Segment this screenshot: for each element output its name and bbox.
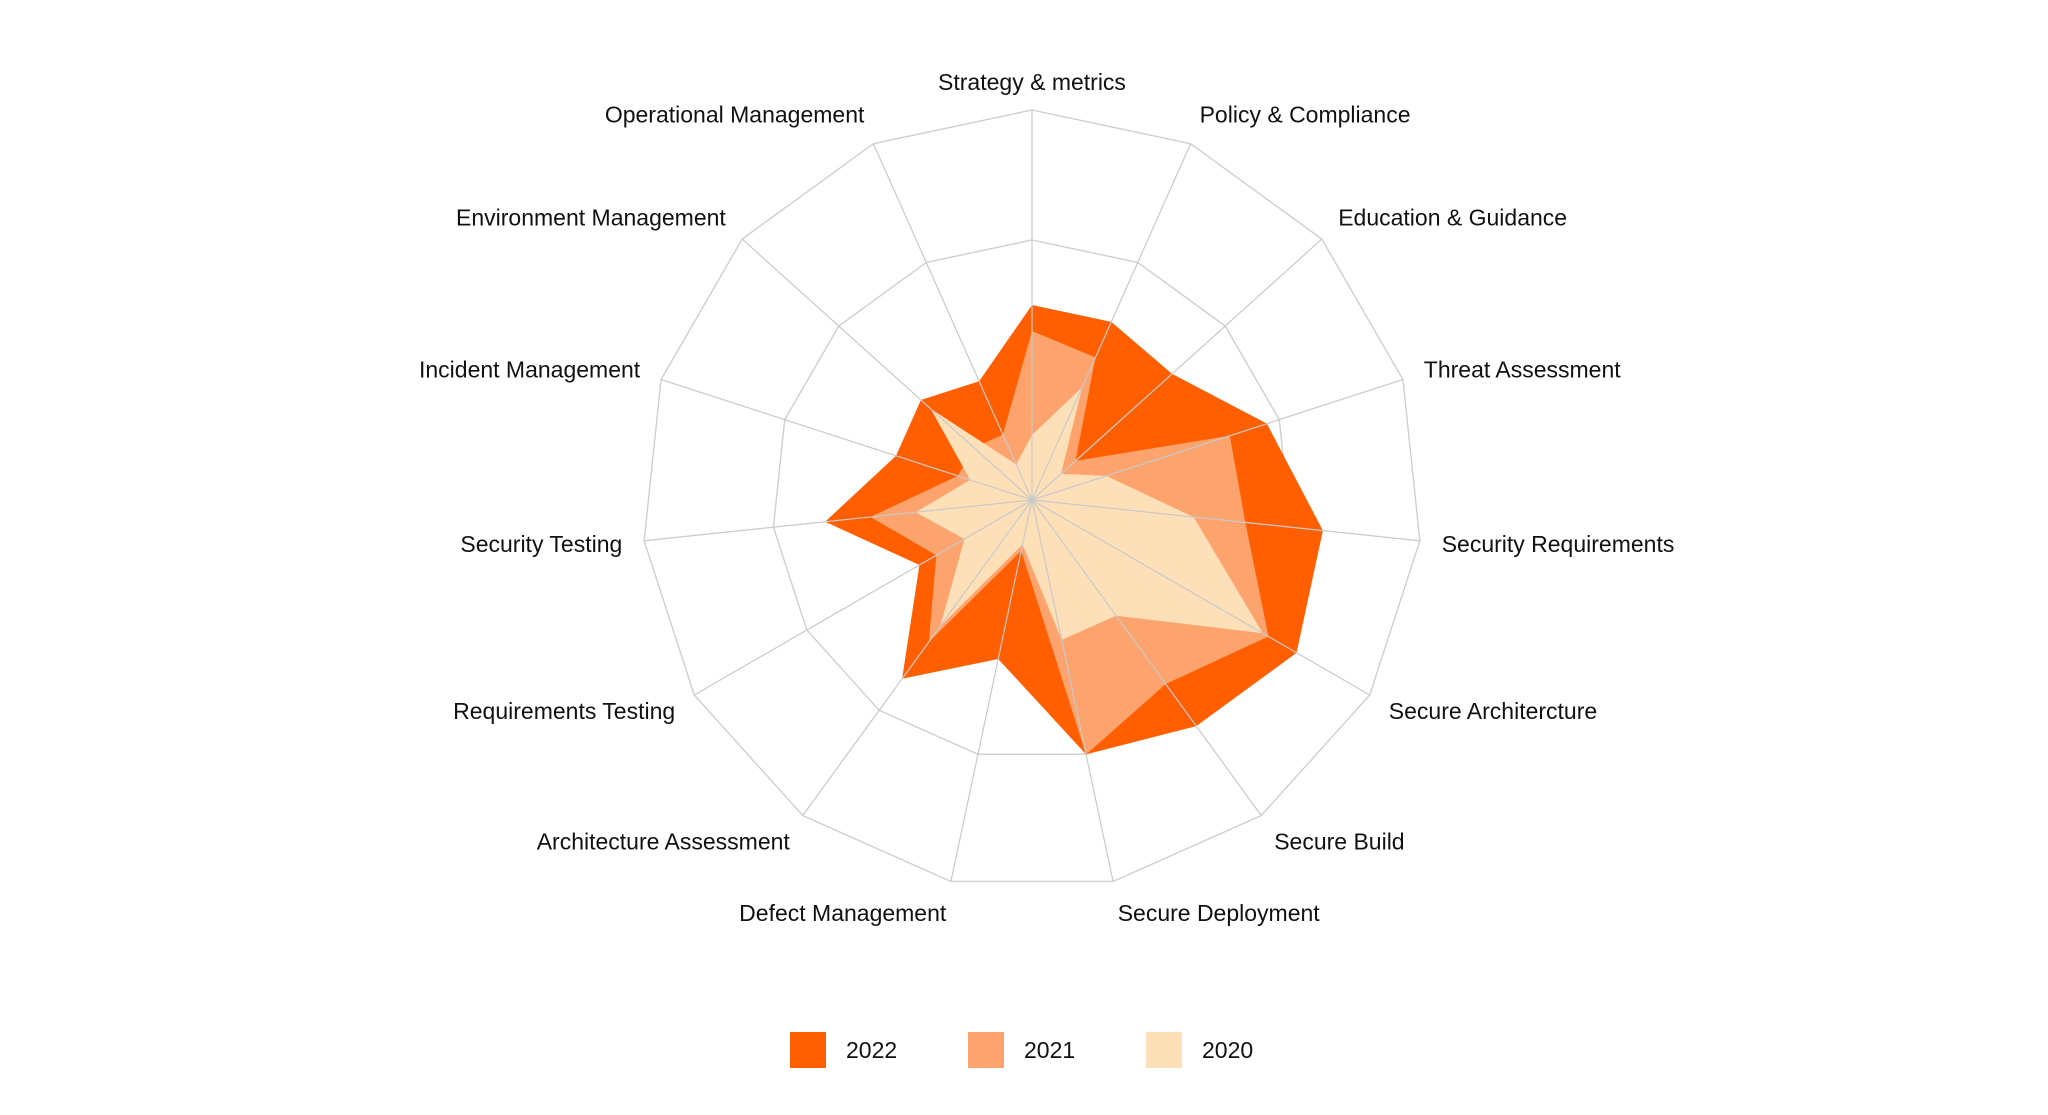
- legend-swatch-2021: [968, 1032, 1004, 1068]
- axis-label-secure-build: Secure Build: [1274, 828, 1404, 854]
- axis-label-secure-deployment: Secure Deployment: [1118, 900, 1321, 926]
- legend-swatch-2022: [790, 1032, 826, 1068]
- spoke-policy-and-compliance: [1031, 143, 1192, 501]
- axis-label-policy-and-compliance: Policy & Compliance: [1200, 102, 1411, 128]
- legend: 2022 2021 2020: [790, 1032, 1253, 1068]
- axis-label-operational-management: Operational Management: [605, 102, 865, 128]
- spoke-architecture-assessment: [802, 499, 1033, 816]
- spoke-operational-management: [872, 143, 1033, 501]
- spoke-incident-management: [660, 378, 1033, 501]
- axis-label-threat-assessment: Threat Assessment: [1424, 357, 1621, 383]
- spoke-threat-assessment: [1031, 378, 1404, 501]
- spoke-secure-deployment: [1031, 499, 1114, 882]
- spoke-requirements-testing: [693, 499, 1033, 696]
- spoke-defect-management: [950, 499, 1033, 882]
- axis-label-defect-management: Defect Management: [739, 900, 947, 926]
- spoke-security-requirements: [1031, 499, 1420, 542]
- legend-label-2022: 2022: [846, 1037, 897, 1063]
- axis-label-secure-architercture: Secure Architercture: [1389, 698, 1597, 724]
- grid-ring-2: [772, 239, 1292, 756]
- grid-ring-3: [643, 109, 1421, 883]
- axis-label-architecture-assessment: Architecture Assessment: [537, 828, 791, 854]
- axis-label-environment-management: Environment Management: [456, 205, 726, 231]
- spoke-security-testing: [644, 499, 1033, 542]
- axis-label-incident-management: Incident Management: [419, 357, 641, 383]
- axis-label-strategy-and-metrics: Strategy & metrics: [938, 69, 1126, 95]
- axis-label-requirements-testing: Requirements Testing: [453, 698, 675, 724]
- axis-label-security-requirements: Security Requirements: [1442, 531, 1675, 557]
- legend-swatch-2020: [1146, 1032, 1182, 1068]
- series-area-2020: [915, 387, 1263, 640]
- spoke-secure-build: [1031, 499, 1262, 816]
- spoke-environment-management: [741, 238, 1033, 501]
- axis-labels: Strategy & metrics Policy & Compliance Edu…: [419, 69, 1674, 926]
- legend-label-2021: 2021: [1024, 1037, 1075, 1063]
- axis-label-education-and-guidance: Education & Guidance: [1338, 205, 1567, 231]
- spoke-education-and-guidance: [1031, 238, 1323, 501]
- spoke-secure-architercture: [1031, 499, 1371, 696]
- legend-label-2020: 2020: [1202, 1037, 1253, 1063]
- radar-series: [825, 305, 1323, 755]
- axis-label-security-testing: Security Testing: [460, 531, 622, 557]
